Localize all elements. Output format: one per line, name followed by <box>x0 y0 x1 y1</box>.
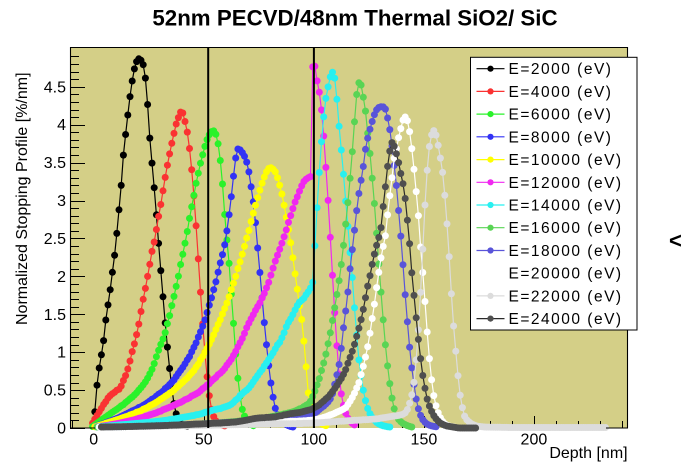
svg-text:4.5: 4.5 <box>44 79 66 96</box>
svg-text:4: 4 <box>57 117 66 134</box>
svg-text:E=20000 (eV): E=20000 (eV) <box>509 266 623 283</box>
svg-text:E=24000 (eV): E=24000 (eV) <box>509 311 623 328</box>
svg-text:E=6000 (eV): E=6000 (eV) <box>509 107 613 124</box>
svg-text:E=8000 (eV): E=8000 (eV) <box>509 129 613 146</box>
svg-text:Normalized Stopping Profile [%: Normalized Stopping Profile [%/nm] <box>14 72 31 325</box>
svg-text:1: 1 <box>57 345 66 362</box>
svg-text:0: 0 <box>57 421 66 438</box>
svg-text:2: 2 <box>57 269 66 286</box>
svg-text:<: < <box>669 228 682 253</box>
svg-text:200: 200 <box>521 432 548 449</box>
svg-text:100: 100 <box>300 432 327 449</box>
svg-text:E=14000 (eV): E=14000 (eV) <box>509 198 623 215</box>
svg-text:3: 3 <box>57 193 66 210</box>
svg-text:50: 50 <box>195 432 213 449</box>
svg-text:E=18000 (eV): E=18000 (eV) <box>509 243 623 260</box>
svg-text:E=4000 (eV): E=4000 (eV) <box>509 84 613 101</box>
svg-text:2.5: 2.5 <box>44 231 66 248</box>
svg-text:0: 0 <box>89 432 98 449</box>
svg-text:3.5: 3.5 <box>44 155 66 172</box>
svg-text:E=16000 (eV): E=16000 (eV) <box>509 220 623 237</box>
svg-text:E=10000 (eV): E=10000 (eV) <box>509 152 623 169</box>
svg-text:Depth [nm]: Depth [nm] <box>549 445 627 462</box>
svg-text:0.5: 0.5 <box>44 383 66 400</box>
svg-text:1.5: 1.5 <box>44 307 66 324</box>
svg-text:52nm PECVD/48nm Thermal SiO2/: 52nm PECVD/48nm Thermal SiO2/ SiC <box>152 6 557 31</box>
svg-text:E=12000 (eV): E=12000 (eV) <box>509 175 623 192</box>
svg-text:150: 150 <box>411 432 438 449</box>
svg-text:E=22000 (eV): E=22000 (eV) <box>509 288 623 305</box>
svg-text:E=2000 (eV): E=2000 (eV) <box>509 61 613 78</box>
